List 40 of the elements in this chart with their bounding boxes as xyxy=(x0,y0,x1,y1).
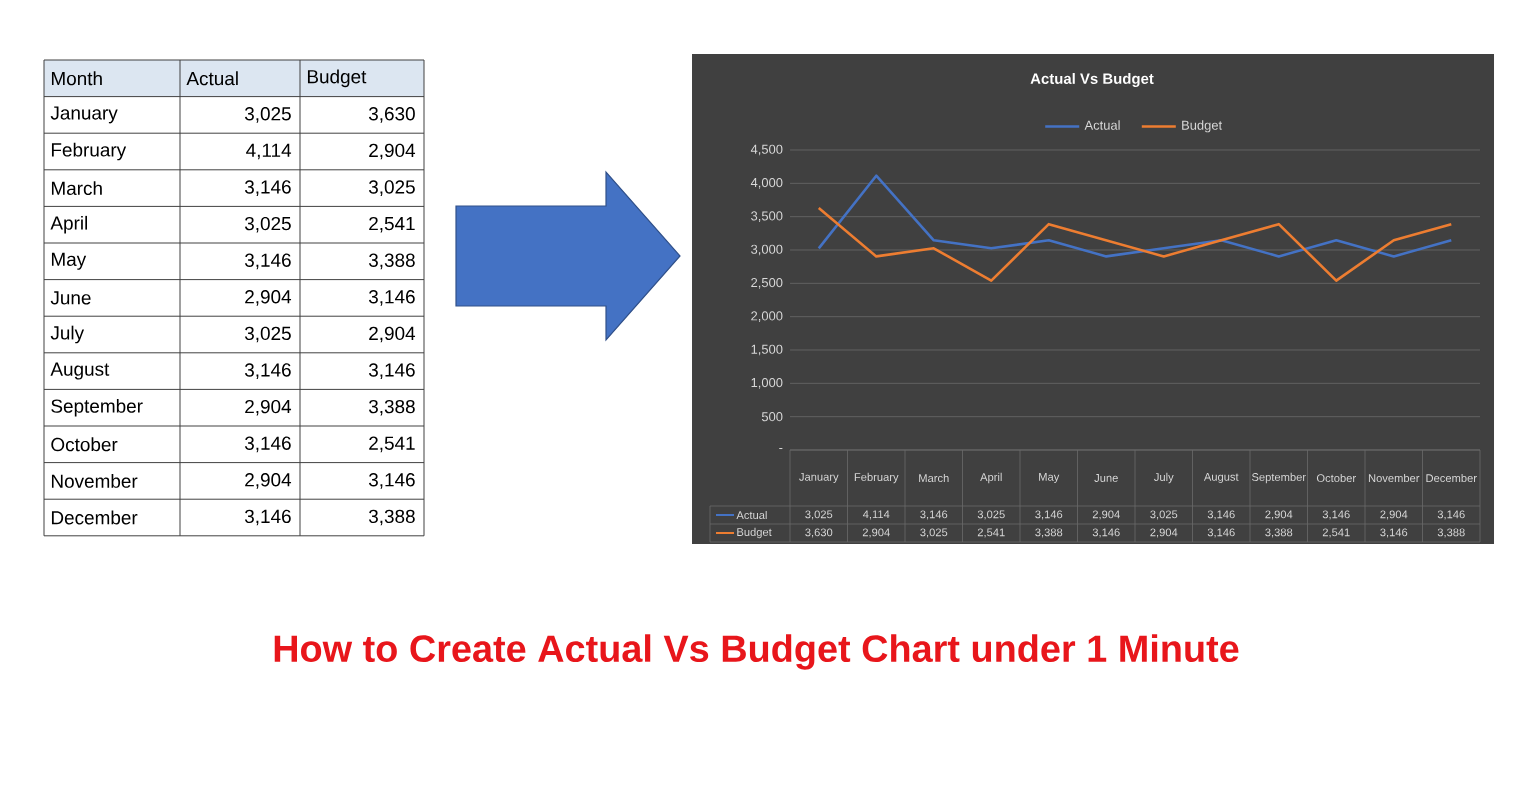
text: Actual xyxy=(186,71,238,86)
text: 3,388 xyxy=(368,399,415,416)
text: 2,904 xyxy=(245,473,292,489)
text: 4,114 xyxy=(246,143,292,160)
text: How to Create Actual Vs Budget Chart under 1 Minute xyxy=(274,634,1239,670)
category-label: January xyxy=(50,106,118,124)
text: Month xyxy=(51,71,102,86)
text: 2,541 xyxy=(369,216,415,233)
category-label: December xyxy=(51,510,138,525)
category-label: October xyxy=(51,437,118,452)
category-label: July xyxy=(50,325,85,344)
text: 2,904 xyxy=(245,290,292,306)
text: 2,904 xyxy=(245,399,292,416)
text: 3,025 xyxy=(244,326,291,343)
text: 3,146 xyxy=(244,509,291,526)
text: 3,146 xyxy=(368,290,415,306)
text: 3,025 xyxy=(244,107,291,123)
text: 3,025 xyxy=(244,216,291,233)
text: 3,630 xyxy=(368,107,415,123)
category-label: August xyxy=(50,362,110,380)
category-label: March xyxy=(51,181,102,196)
text: 2,904 xyxy=(369,143,416,160)
text: 3,146 xyxy=(244,253,291,270)
text: Budget xyxy=(307,69,367,88)
text: 3,146 xyxy=(244,180,291,196)
text: 3,146 xyxy=(244,363,291,379)
text: 2,904 xyxy=(369,326,416,343)
text: 3,146 xyxy=(368,363,415,379)
line-series xyxy=(817,174,1453,258)
text: 3,388 xyxy=(368,253,415,270)
text: 3,146 xyxy=(244,436,291,453)
category-label: February xyxy=(51,142,127,161)
text: 3,388 xyxy=(368,509,415,526)
text: 2,541 xyxy=(369,436,415,453)
category-label: April xyxy=(50,215,87,234)
category-label: June xyxy=(50,291,91,305)
category-label: September xyxy=(51,398,143,417)
text: 3,025 xyxy=(368,180,415,196)
text: 3,146 xyxy=(368,473,415,489)
category-label: May xyxy=(51,252,87,270)
